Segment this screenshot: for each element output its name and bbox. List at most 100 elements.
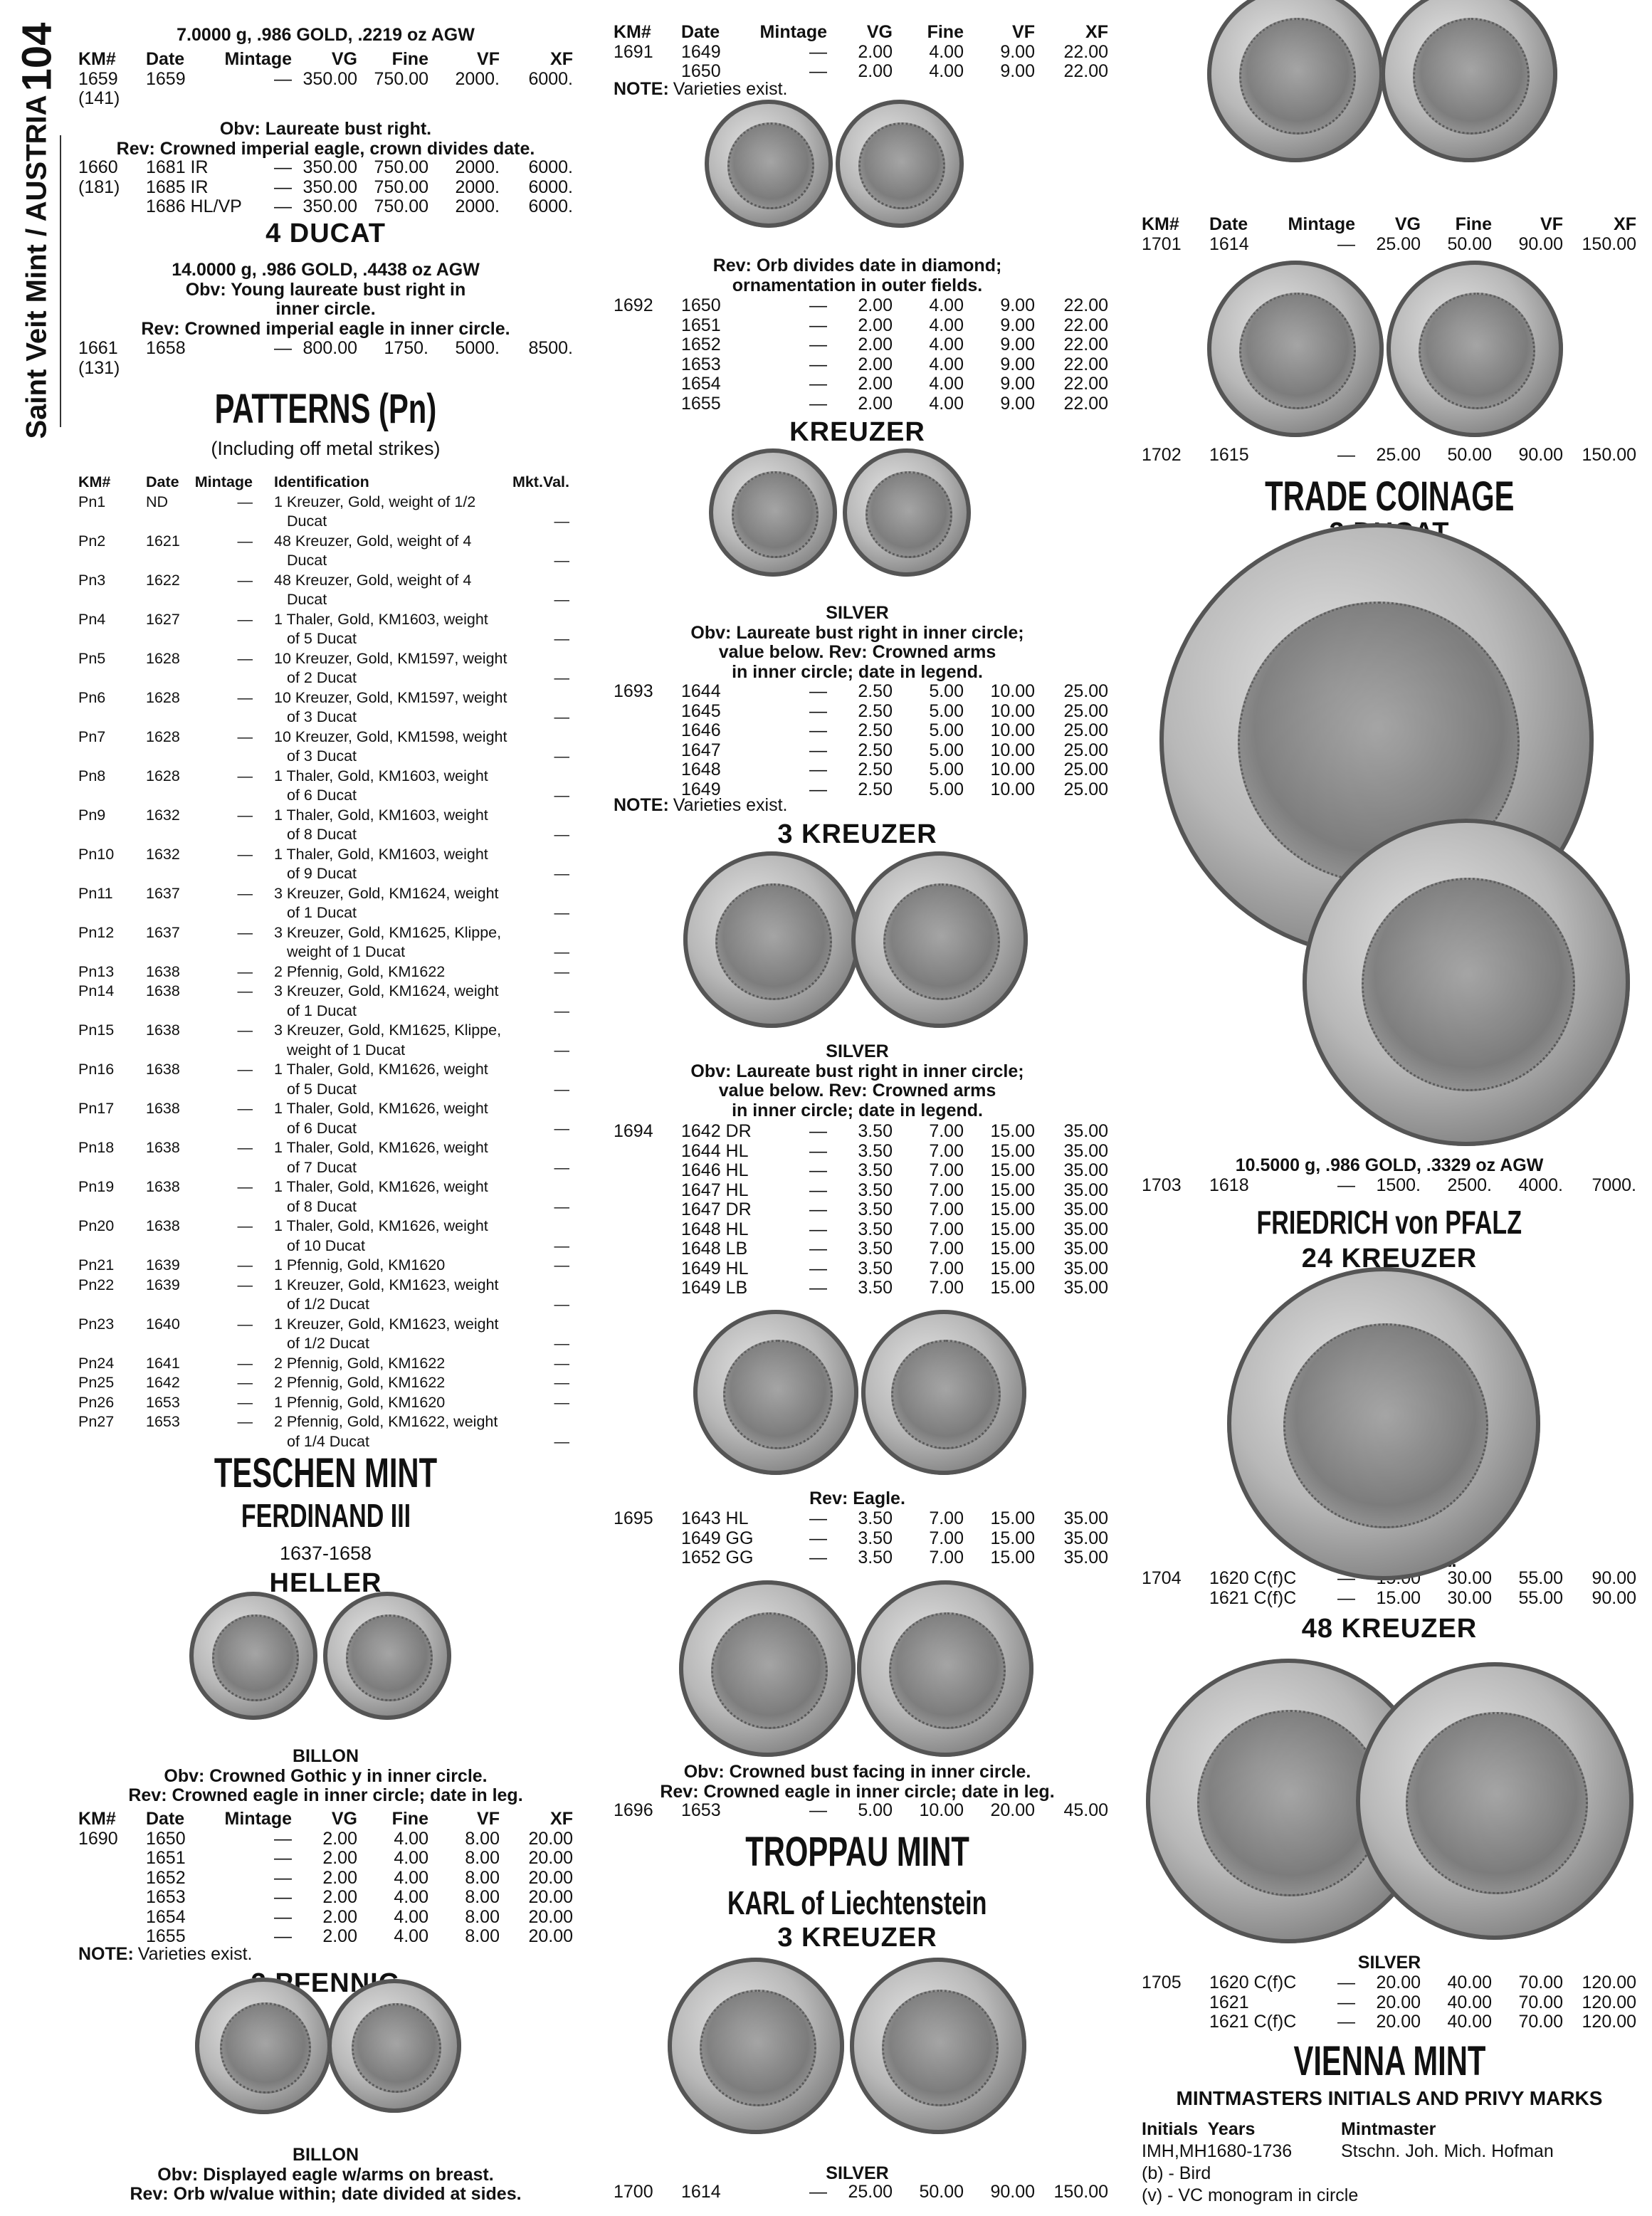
grade-xf: 25.00 [1063, 700, 1108, 721]
identification: 3 Kreuzer, Gold, KM1625, Klippe, [274, 923, 502, 941]
table-row: 1647 DR — 3.50 7.00 15.00 35.00 [614, 1199, 1108, 1220]
identification: 1 Pfennig, Gold, KM1620 [274, 1256, 446, 1274]
mintage: — [809, 779, 827, 799]
market-value: — [554, 669, 570, 686]
description-line: BILLON [292, 2145, 359, 2165]
section-title: FERDINAND III [78, 1498, 573, 1533]
market-value: — [554, 943, 570, 960]
date: 1658 [146, 338, 186, 358]
km-number: 1660 [78, 157, 118, 177]
coin-image [850, 1958, 1026, 2134]
section-title: FRIEDRICH von PFALZ [1142, 1204, 1637, 1240]
grade-xf: 35.00 [1063, 1548, 1108, 1568]
identification: 2 Pfennig, Gold, KM1622 [274, 1374, 446, 1391]
mintage: — [237, 982, 253, 999]
km-number: 1703 [1142, 1175, 1182, 1195]
mintage: — [237, 923, 253, 941]
grade-vg: 2.00 [858, 315, 893, 335]
market-value: — [554, 1354, 570, 1372]
description-line: Obv: Crowned bust facing in inner circle… [683, 1762, 1031, 1782]
table-row: 1694 1642 DR — 3.50 7.00 15.00 35.00 [614, 1121, 1108, 1142]
price-table: 1694 1642 DR — 3.50 7.00 15.00 35.00 1644 HL — 3.… [614, 1121, 1108, 1298]
grade-vf: 2000. [455, 157, 500, 177]
km-number: Pn24 [78, 1354, 115, 1372]
identification-cont: of 8 Ducat [287, 826, 357, 843]
grade-vf: 8.00 [465, 1867, 500, 1888]
date: 1645 [681, 700, 721, 721]
km-number: Pn12 [78, 923, 115, 941]
pattern-row: Pn9 1632 — 1 Thaler, Gold, KM1603, weight of… [78, 806, 573, 845]
market-value: — [554, 1197, 570, 1215]
mintage: — [274, 1906, 292, 1927]
grade-vf: 15.00 [990, 1180, 1035, 1200]
grade-vf: 15.00 [990, 1258, 1035, 1278]
grade-vf: VF [1540, 214, 1563, 234]
grade-fine: 7.00 [929, 1180, 964, 1200]
description-line: SILVER [826, 2163, 889, 2183]
description: Obv: Laureate bust right. Rev: Crowned im… [78, 119, 573, 159]
date: 1649 GG [681, 1528, 754, 1548]
table-row: 1645 — 2.50 5.00 10.00 25.00 [614, 700, 1108, 722]
identification-cont: of 1/2 Ducat [287, 1335, 369, 1352]
coin-image [857, 1580, 1033, 1757]
grade-vf: 9.00 [1000, 374, 1035, 394]
date: 1644 HL [681, 1140, 749, 1161]
grade-fine: 7.00 [929, 1121, 964, 1141]
table-row: 1646 — 2.50 5.00 10.00 25.00 [614, 720, 1108, 741]
pattern-row: Pn8 1628 — 1 Thaler, Gold, KM1603, weight of… [78, 767, 573, 806]
identification-cont: of 2 Ducat [287, 669, 357, 686]
grade-vg: 2.00 [322, 1848, 357, 1868]
km-number: Pn19 [78, 1178, 115, 1195]
table-row: 1653 — 2.00 4.00 9.00 22.00 [614, 355, 1108, 375]
mintage: — [274, 1926, 292, 1946]
denomination-heading: HELLER [269, 1568, 382, 1598]
km-number: KM# [78, 49, 116, 69]
mintmasters-list: Initials Years Mintmaster IMH,MH1680-1736 S… [1142, 2118, 1637, 2207]
grade-xf: XF [550, 1809, 573, 1829]
mintage: — [274, 157, 292, 177]
note-text: Varieties exist. [673, 795, 788, 815]
grade-vg: 25.00 [848, 2182, 893, 2202]
grade-fine: 7.00 [929, 1199, 964, 1219]
date: 1639 [146, 1256, 180, 1274]
grade-vg: 3.50 [858, 1278, 893, 1298]
mintage: — [809, 720, 827, 740]
date: ND [146, 493, 169, 510]
grade-xf: 20.00 [528, 1887, 573, 1907]
mintage: — [274, 68, 292, 89]
market-value: — [554, 1158, 570, 1176]
identification: 1 Thaler, Gold, KM1603, weight [274, 806, 488, 824]
grade-vf: 15.00 [990, 1160, 1035, 1180]
identification-cont: of 1/2 Ducat [287, 1296, 369, 1313]
mintage: — [237, 1393, 253, 1411]
date: 1620 C(f)C [1209, 1973, 1297, 1992]
identification-cont: weight of 1 Ducat [287, 943, 406, 960]
pattern-row: Pn24 1641 — 2 Pfennig, Gold, KM1622 — [78, 1354, 573, 1374]
mintage: — [237, 610, 253, 628]
table-row: 1653 — 2.00 4.00 8.00 20.00 [78, 1887, 573, 1908]
date: 1653 [146, 1413, 180, 1430]
grade-vg: 5.00 [858, 1800, 893, 1820]
mintage: — [237, 493, 253, 510]
grade-fine: 4.00 [394, 1828, 428, 1849]
km-number: KM# [1142, 214, 1179, 234]
km-number: 1704 [1142, 1568, 1182, 1588]
date: 1646 [681, 720, 721, 740]
table-row: 1691 1649 — 2.00 4.00 9.00 22.00 [614, 42, 1108, 63]
grade-xf: 45.00 [1063, 1800, 1108, 1820]
grade-vf: 20.00 [990, 1800, 1035, 1820]
pattern-row: Pn1 ND — 1 Kreuzer, Gold, weight of 1/2 Duca… [78, 493, 573, 532]
grade-vf: 15.00 [990, 1548, 1035, 1568]
grade-vf: VF [477, 1809, 500, 1829]
subheading: 1637-1658 [279, 1543, 372, 1564]
table-row: 1686 HL/VP — 350.00 750.00 2000. 6000. [78, 196, 573, 217]
table-row: 1651 — 2.00 4.00 8.00 20.00 [78, 1848, 573, 1869]
denomination-heading: KREUZER [789, 417, 925, 447]
grade-vg: 3.50 [858, 1219, 893, 1239]
km-number: Pn23 [78, 1315, 115, 1333]
description-line: Obv: Young laureate bust right in [185, 279, 466, 300]
date: 1622 [146, 571, 180, 589]
table-row: (141) [78, 88, 573, 109]
grade-vf: 2000. [455, 177, 500, 197]
grade-fine: 40.00 [1447, 2012, 1492, 2032]
